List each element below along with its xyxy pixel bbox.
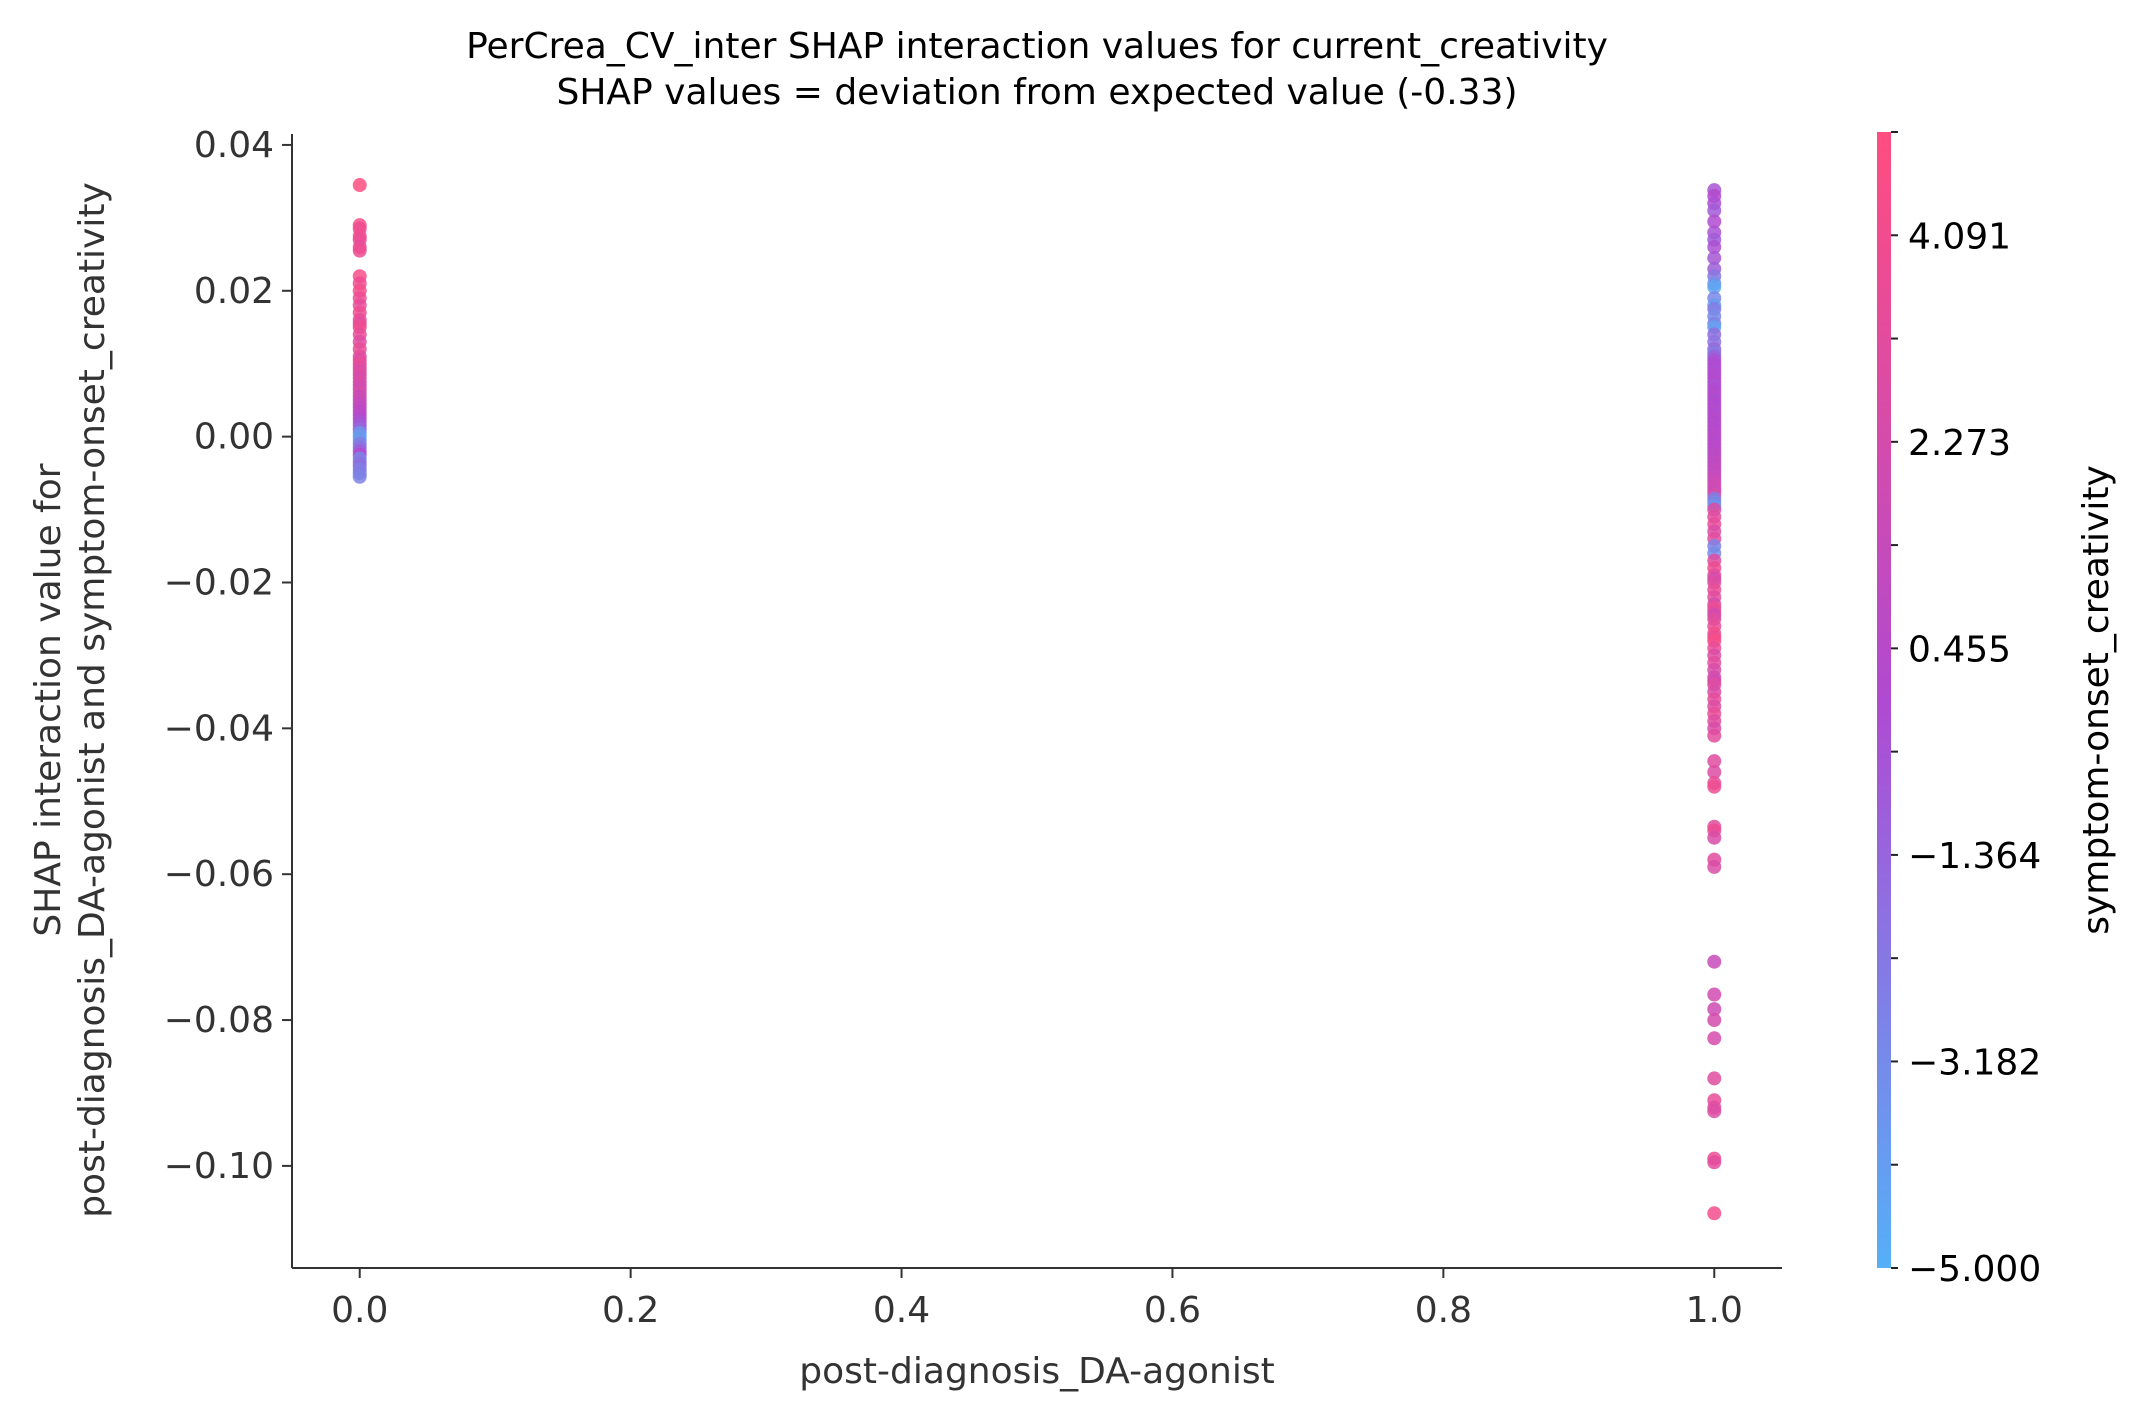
data-point [1707,1071,1722,1086]
y-tick-label: −0.08 [164,1000,274,1041]
x-tick-label: 1.0 [1686,1290,1743,1331]
data-point [1707,1002,1722,1017]
data-point [1707,779,1722,794]
colorbar-tick-label: 0.455 [1908,629,2011,670]
data-point [1707,728,1722,743]
data-point [1707,1031,1722,1046]
y-tick-label: 0.02 [194,271,274,312]
x-tick-label: 0.8 [1415,1290,1472,1331]
data-point [1707,1155,1722,1170]
data-point [1707,1104,1722,1119]
data-point [1707,954,1722,969]
x-tick-label: 0.4 [873,1290,930,1331]
data-point [1707,830,1722,845]
data-point [1707,859,1722,874]
x-tick-label: 0.0 [331,1290,388,1331]
y-tick-label: −0.02 [164,562,274,603]
data-point [1707,1013,1722,1028]
colorbar-gradient [1877,132,1891,1268]
scatter-points [352,178,1722,1221]
x-ticks: 0.0 0.2 0.4 0.6 0.8 1.0 [331,1268,1743,1331]
data-point [352,469,367,484]
colorbar-label: symptom-onset_creativity [2076,465,2117,935]
y-axis-label-line-1: SHAP interaction value for [28,463,69,936]
axes [291,134,1782,1269]
data-point [1707,1206,1722,1221]
x-tick-label: 0.2 [602,1290,659,1331]
colorbar-tick-label: −3.182 [1908,1042,2041,1083]
y-ticks: 0.04 0.02 0.00 −0.02 −0.04 −0.06 −0.08 −0.10 [164,125,292,1187]
x-axis-label: post-diagnosis_DA-agonist [799,1351,1274,1392]
y-tick-label: −0.06 [164,854,274,895]
colorbar-tick-label: −5.000 [1908,1249,2041,1290]
chart-title: PerCrea_CV_inter SHAP interaction values… [466,26,1608,67]
chart-subtitle: SHAP values = deviation from expected va… [556,72,1517,113]
data-point [1707,987,1722,1002]
colorbar-tick-label: 2.273 [1908,423,2011,464]
data-point [352,178,367,193]
y-tick-label: 0.04 [194,125,274,166]
data-point [352,243,367,258]
colorbar: 4.091 2.273 0.455 −1.364 −3.182 −5.000 sympto… [1877,131,2117,1290]
data-point [1707,250,1722,265]
data-point [1707,765,1722,780]
x-tick-label: 0.6 [1144,1290,1201,1331]
data-point [1707,240,1722,255]
data-point [1707,203,1722,218]
colorbar-tick-label: 4.091 [1908,216,2011,257]
y-tick-label: 0.00 [194,417,274,458]
colorbar-ticks: 4.091 2.273 0.455 −1.364 −3.182 −5.000 [1891,131,2041,1290]
data-point [1707,754,1722,769]
data-point [1707,280,1722,295]
y-axis-label-line-2: post-diagnosis_DA-agonist and symptom-on… [72,182,113,1218]
colorbar-tick-label: −1.364 [1908,836,2041,877]
y-axis-label: SHAP interaction value for post-diagnosi… [28,182,113,1218]
data-point [1707,214,1722,229]
y-tick-label: −0.04 [164,708,274,749]
y-tick-label: −0.10 [164,1146,274,1187]
